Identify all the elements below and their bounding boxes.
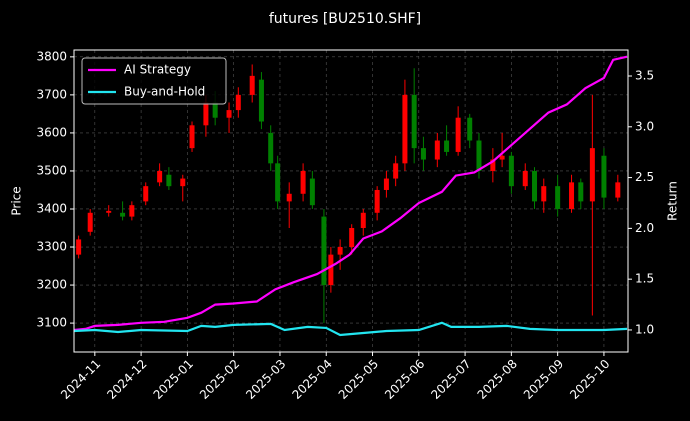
candle-body bbox=[569, 182, 575, 209]
plot-frame bbox=[73, 49, 629, 353]
y2-tick-label: 1.0 bbox=[635, 322, 654, 336]
candle-body bbox=[76, 239, 82, 255]
y-axis-label: Price bbox=[10, 186, 24, 215]
candle-body bbox=[286, 193, 292, 202]
candle-body bbox=[226, 110, 232, 118]
candle-body bbox=[601, 155, 607, 198]
legend-box bbox=[81, 57, 227, 105]
candle-body bbox=[490, 159, 496, 171]
candle-body bbox=[467, 117, 473, 141]
y2-tick-label: 1.5 bbox=[635, 272, 654, 286]
y-tick-label: 3600 bbox=[36, 125, 67, 139]
candle-body bbox=[578, 182, 584, 202]
candle-body bbox=[120, 212, 126, 217]
candle-body bbox=[129, 205, 135, 217]
candle-body bbox=[203, 102, 209, 126]
candle-body bbox=[555, 186, 561, 209]
candle-body bbox=[249, 75, 255, 95]
candle-body bbox=[300, 170, 306, 194]
y-tick-label: 3100 bbox=[36, 316, 67, 330]
y2-tick-label: 3.0 bbox=[635, 119, 654, 133]
candle-body bbox=[499, 155, 505, 160]
candle-body bbox=[275, 163, 281, 202]
y-tick-label: 3700 bbox=[36, 87, 67, 101]
candle-body bbox=[337, 247, 343, 255]
candle-body bbox=[328, 254, 334, 286]
candle-body bbox=[258, 79, 264, 122]
y-tick-label: 3500 bbox=[36, 163, 67, 177]
candle-body bbox=[106, 210, 112, 213]
candle-body bbox=[420, 148, 426, 160]
candle-body bbox=[321, 216, 327, 286]
candle-body bbox=[374, 189, 380, 213]
candle-body bbox=[212, 102, 218, 118]
candle-body bbox=[508, 155, 514, 187]
candle-body bbox=[444, 140, 450, 152]
y-tick-label: 3200 bbox=[36, 278, 67, 292]
candle-body bbox=[360, 212, 366, 229]
candle-body bbox=[180, 178, 186, 187]
candle-body bbox=[393, 163, 399, 179]
candle-body bbox=[235, 94, 241, 111]
y2-axis-label: Return bbox=[666, 181, 680, 221]
candle-body bbox=[166, 174, 172, 187]
candle-body bbox=[411, 94, 417, 149]
series-line bbox=[73, 321, 628, 337]
y2-tick-label: 2.5 bbox=[635, 170, 654, 184]
legend-label: Buy-and-Hold bbox=[124, 85, 205, 99]
candle-body bbox=[87, 212, 93, 232]
y2-tick-label: 2.0 bbox=[635, 221, 654, 235]
candle-body bbox=[541, 186, 547, 202]
y-tick-label: 3400 bbox=[36, 201, 67, 215]
candle-body bbox=[402, 94, 408, 164]
chart-title: futures [BU2510.SHF] bbox=[269, 11, 421, 27]
candle-body bbox=[532, 170, 538, 202]
y2-tick-label: 3.5 bbox=[635, 69, 654, 83]
candle-body bbox=[476, 140, 482, 171]
candle-body bbox=[268, 132, 274, 164]
candle-body bbox=[522, 170, 528, 187]
candle-body bbox=[434, 140, 440, 160]
series-line bbox=[73, 55, 628, 332]
candle-body bbox=[189, 125, 195, 149]
candle-body bbox=[349, 228, 355, 248]
legend-label: AI Strategy bbox=[124, 63, 191, 77]
candle-body bbox=[383, 178, 389, 190]
y-tick-label: 3800 bbox=[36, 49, 67, 63]
candle-body bbox=[143, 186, 149, 202]
candle-body bbox=[455, 117, 461, 152]
candle-body bbox=[309, 178, 315, 206]
candle-body bbox=[589, 148, 595, 202]
candle-body bbox=[615, 182, 621, 198]
candle-body bbox=[157, 170, 163, 183]
y-tick-label: 3300 bbox=[36, 240, 67, 254]
